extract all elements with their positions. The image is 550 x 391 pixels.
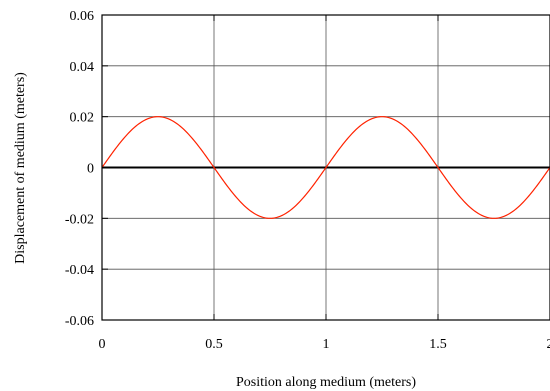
y-tick-label: -0.04 [65, 263, 94, 278]
y-tick-label: 0 [87, 162, 94, 177]
x-tick-label: 0.5 [205, 337, 223, 352]
y-tick-label: 0.04 [70, 60, 95, 75]
x-tick-label: 1.5 [429, 337, 447, 352]
x-tick-labels: 0 0.5 1 1.5 2 [99, 337, 550, 352]
tick-marks [101, 14, 550, 321]
y-tick-labels: -0.06 -0.04 -0.02 0 0.02 0.04 0.06 [65, 9, 94, 329]
x-tick-label: 1 [323, 337, 330, 352]
grid-lines [102, 15, 550, 320]
x-tick-label: 0 [99, 337, 106, 352]
x-tick-label: 2 [547, 337, 550, 352]
y-tick-label: -0.06 [65, 314, 94, 329]
y-tick-label: -0.02 [65, 212, 94, 227]
series-line [101, 116, 550, 219]
y-tick-label: 0.06 [70, 9, 95, 24]
x-axis-label: Position along medium (meters) [236, 375, 416, 390]
series-group [101, 116, 550, 219]
y-axis-label: Displacement of medium (meters) [13, 72, 28, 264]
y-tick-label: 0.02 [70, 111, 95, 126]
